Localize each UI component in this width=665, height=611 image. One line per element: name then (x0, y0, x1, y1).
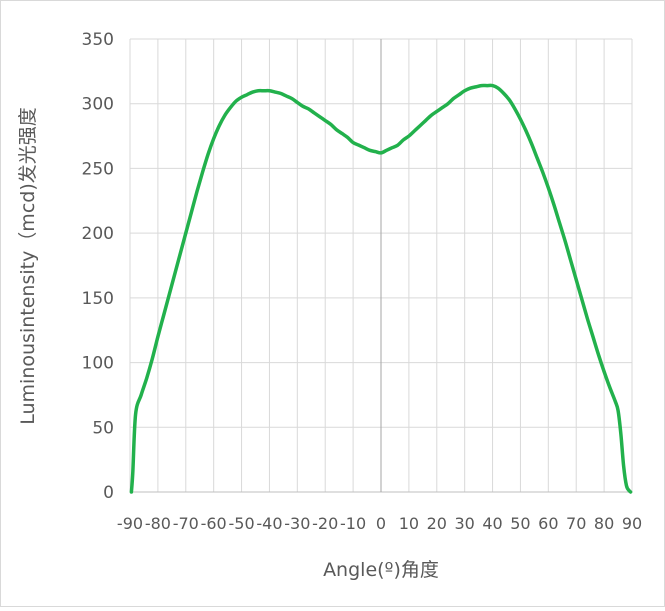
x-tick-label: 0 (376, 514, 386, 533)
x-axis-title: Angle(º)角度 (323, 559, 439, 581)
x-tick-label: -30 (284, 514, 310, 533)
series-line (129, 83, 633, 494)
x-tick-label: 60 (538, 514, 558, 533)
y-tick-labels: 0 50 100 150 200 250 300 350 (82, 30, 114, 503)
x-tick-label: 50 (510, 514, 530, 533)
x-tick-label: 10 (399, 514, 419, 533)
y-tick-label: 250 (82, 159, 114, 179)
x-tick-label: -40 (256, 514, 282, 533)
y-tick-label: 150 (82, 289, 114, 309)
x-tick-label: 40 (482, 514, 502, 533)
x-tick-label: -60 (201, 514, 227, 533)
series (129, 83, 633, 494)
y-tick-label: 0 (103, 483, 114, 503)
x-tick-label: 90 (622, 514, 642, 533)
x-tick-label: -70 (173, 514, 199, 533)
x-tick-label: 20 (427, 514, 447, 533)
x-tick-label: -50 (228, 514, 254, 533)
x-tick-label: 80 (594, 514, 614, 533)
y-tick-label: 300 (82, 95, 114, 115)
y-tick-label: 100 (82, 354, 114, 374)
axes (130, 39, 632, 493)
y-axis-title: Luminousintensity（mcd)发光强度 (17, 107, 39, 425)
x-tick-label: 30 (454, 514, 474, 533)
x-tick-label: 70 (566, 514, 586, 533)
x-tick-label: -10 (340, 514, 366, 533)
y-tick-label: 350 (82, 30, 114, 50)
gridlines (129, 38, 633, 492)
y-tick-label: 50 (92, 418, 114, 438)
x-tick-label: -80 (145, 514, 171, 533)
x-tick-labels: -90 -80 -70 -60 -50 -40 -30 -20 -10 0 10 20 30 40 50 60… (117, 514, 642, 533)
x-tick-label: -20 (312, 514, 338, 533)
x-tick-label: -90 (117, 514, 143, 533)
y-tick-label: 200 (82, 224, 114, 244)
